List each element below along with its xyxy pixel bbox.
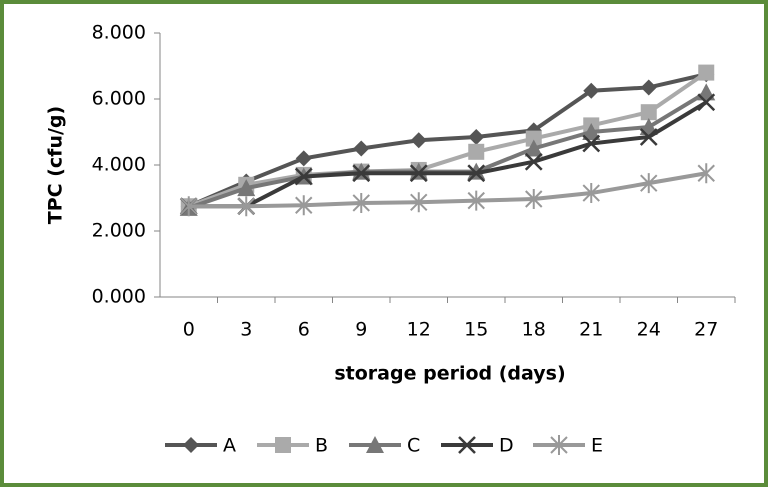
legend-marker [458,436,476,454]
data-point [583,82,600,99]
x-axis-title: storage period (days) [334,363,565,385]
data-point [352,164,371,183]
data-point [237,179,256,197]
data-point [640,79,657,96]
x-tick-label: 6 [298,319,310,341]
data-point [410,132,427,149]
x-tick-label: 21 [579,319,603,341]
x-tick-label: 24 [637,319,661,341]
y-tick-label: 4.000 [92,154,146,176]
x-tick-label: 18 [522,319,546,341]
y-tick-label: 6.000 [92,88,146,110]
series-line [188,171,707,209]
data-point [640,104,657,121]
data-point [467,164,486,183]
data-point [525,188,543,209]
data-point [237,196,255,217]
y-tick-label: 2.000 [92,220,146,242]
data-point [352,192,370,213]
legend-label: E [591,435,603,457]
legend-marker [550,435,568,455]
legend-marker [183,437,199,453]
legend-label: D [499,435,514,457]
data-point [409,164,428,183]
legend-label: C [407,435,420,457]
x-tick-label: 0 [183,319,195,341]
data-point [698,64,715,81]
legend-marker [275,437,291,453]
data-point [524,152,543,171]
data-point [697,163,715,184]
legend-label: B [315,435,328,457]
legend-marker [366,436,384,453]
x-tick-label: 12 [407,319,431,341]
y-axis-title: TPC (cfu/g) [45,106,67,224]
data-point [180,196,198,217]
data-point [582,134,601,153]
data-point [410,192,428,213]
x-tick-label: 3 [240,319,252,341]
data-point [409,162,428,180]
series-line [188,70,708,209]
y-tick-label: 8.000 [92,22,146,44]
data-point [468,128,485,145]
data-point [468,143,485,160]
data-point [294,167,313,186]
series-line [188,100,708,209]
x-tick-label: 15 [464,319,488,341]
data-point [639,128,658,146]
data-point [582,123,601,140]
data-point [697,93,716,112]
data-point [353,140,370,157]
data-point [295,195,313,216]
data-point [582,183,600,204]
data-point [525,130,542,147]
legend-label: A [223,435,236,457]
data-point [467,190,485,211]
x-tick-label: 27 [694,319,718,341]
x-tick-label: 9 [355,319,367,341]
y-tick-label: 0.000 [92,286,146,308]
data-point [295,150,312,167]
data-point [640,173,658,194]
series-line [187,72,707,209]
data-point [467,162,486,180]
data-point [524,139,543,157]
